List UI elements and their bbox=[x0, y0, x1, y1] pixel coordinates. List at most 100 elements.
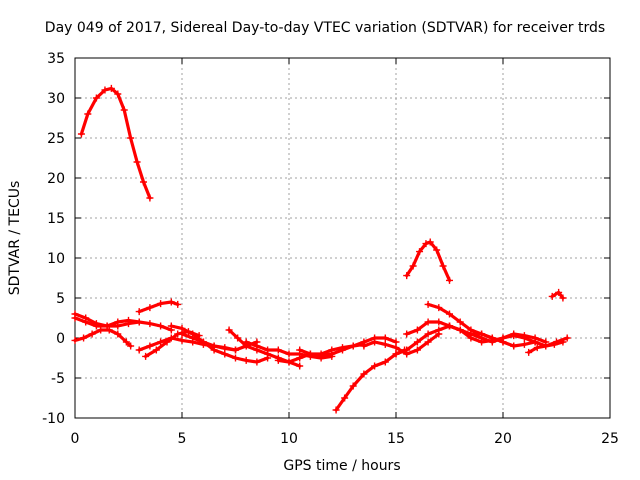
data-point bbox=[285, 350, 293, 358]
y-tick-label: 35 bbox=[47, 51, 65, 67]
data-point bbox=[413, 346, 421, 354]
data-point bbox=[92, 94, 100, 102]
data-point bbox=[296, 346, 304, 354]
data-point bbox=[499, 334, 507, 342]
series-line bbox=[298, 336, 398, 358]
data-point bbox=[167, 298, 175, 306]
data-point bbox=[232, 346, 239, 354]
data-point bbox=[456, 326, 464, 334]
y-tick-label: 30 bbox=[47, 91, 65, 107]
data-point bbox=[135, 346, 143, 354]
data-point bbox=[174, 300, 182, 308]
y-tick-label: -10 bbox=[42, 411, 65, 427]
data-point bbox=[416, 248, 424, 256]
data-point bbox=[178, 336, 186, 344]
data-point bbox=[533, 344, 541, 352]
data-point bbox=[446, 310, 453, 318]
data-point bbox=[435, 318, 443, 326]
data-point bbox=[371, 338, 379, 346]
data-point bbox=[105, 326, 113, 334]
data-point bbox=[341, 394, 349, 402]
y-tick-label: 5 bbox=[56, 291, 65, 307]
data-point bbox=[548, 292, 556, 300]
data-point bbox=[71, 314, 79, 322]
x-axis-label: GPS time / hours bbox=[283, 458, 400, 474]
data-point bbox=[559, 338, 567, 346]
data-point bbox=[157, 322, 165, 330]
data-point bbox=[381, 340, 389, 348]
data-point bbox=[563, 334, 571, 342]
data-point bbox=[167, 334, 175, 342]
series-arc-4 bbox=[135, 298, 182, 316]
data-point bbox=[120, 106, 128, 114]
data-point bbox=[456, 318, 464, 326]
data-point bbox=[424, 318, 432, 326]
data-point bbox=[242, 356, 250, 364]
data-point bbox=[107, 84, 115, 92]
data-point bbox=[392, 344, 400, 352]
data-point bbox=[392, 350, 400, 358]
axis-ticks: 0 5 10 15 20 25 -10 -5 0 5 10 15 20 25 30 35 bbox=[42, 51, 619, 447]
data-point bbox=[296, 354, 304, 362]
data-point bbox=[127, 134, 135, 142]
x-tick-label: 25 bbox=[601, 431, 619, 447]
data-point bbox=[360, 342, 368, 350]
data-point bbox=[242, 338, 250, 346]
data-point bbox=[525, 348, 533, 356]
data-point bbox=[559, 294, 567, 302]
data-point bbox=[510, 342, 518, 350]
data-point bbox=[146, 342, 154, 350]
data-point bbox=[135, 318, 143, 326]
series-arc-3 bbox=[548, 288, 567, 302]
data-point bbox=[274, 356, 282, 364]
data-point bbox=[146, 194, 154, 202]
series-arc-22 bbox=[467, 330, 550, 346]
data-point bbox=[139, 178, 147, 186]
data-point bbox=[77, 130, 85, 138]
y-tick-label: 25 bbox=[47, 131, 65, 147]
data-point bbox=[122, 338, 130, 346]
data-point bbox=[80, 334, 88, 342]
data-point bbox=[435, 304, 443, 312]
y-tick-label: 10 bbox=[47, 251, 65, 267]
data-point bbox=[381, 334, 389, 342]
data-point bbox=[531, 338, 539, 346]
data-point bbox=[349, 382, 357, 390]
data-point bbox=[142, 352, 150, 360]
data-point bbox=[317, 352, 325, 360]
data-point bbox=[135, 308, 143, 316]
data-point bbox=[339, 346, 346, 354]
data-point bbox=[426, 238, 434, 246]
data-point bbox=[550, 340, 558, 348]
series-arc-7 bbox=[71, 326, 135, 350]
data-point bbox=[478, 334, 486, 342]
data-point bbox=[114, 330, 122, 338]
data-point bbox=[232, 354, 239, 362]
data-point bbox=[446, 276, 453, 284]
data-point bbox=[189, 334, 197, 342]
data-point bbox=[225, 326, 233, 334]
chart-title: Day 049 of 2017, Sidereal Day-to-day VTE… bbox=[45, 20, 605, 36]
data-point bbox=[253, 342, 261, 350]
data-point bbox=[424, 300, 432, 308]
data-point bbox=[433, 246, 441, 254]
y-tick-label: -5 bbox=[51, 371, 65, 387]
data-point bbox=[371, 362, 379, 370]
series-arc-5 bbox=[332, 346, 409, 414]
series-line bbox=[73, 312, 173, 332]
data-point bbox=[349, 342, 357, 350]
data-point bbox=[264, 346, 272, 354]
data-point bbox=[274, 346, 282, 354]
data-point bbox=[103, 322, 111, 330]
data-point bbox=[221, 350, 229, 358]
data-point bbox=[152, 346, 160, 354]
x-tick-label: 20 bbox=[494, 431, 512, 447]
data-point bbox=[413, 338, 421, 346]
data-point bbox=[542, 342, 550, 350]
series-arc-24 bbox=[525, 338, 567, 356]
data-point bbox=[409, 262, 417, 270]
data-point bbox=[520, 340, 528, 348]
data-point bbox=[422, 240, 430, 248]
series-arc-12 bbox=[178, 330, 272, 366]
